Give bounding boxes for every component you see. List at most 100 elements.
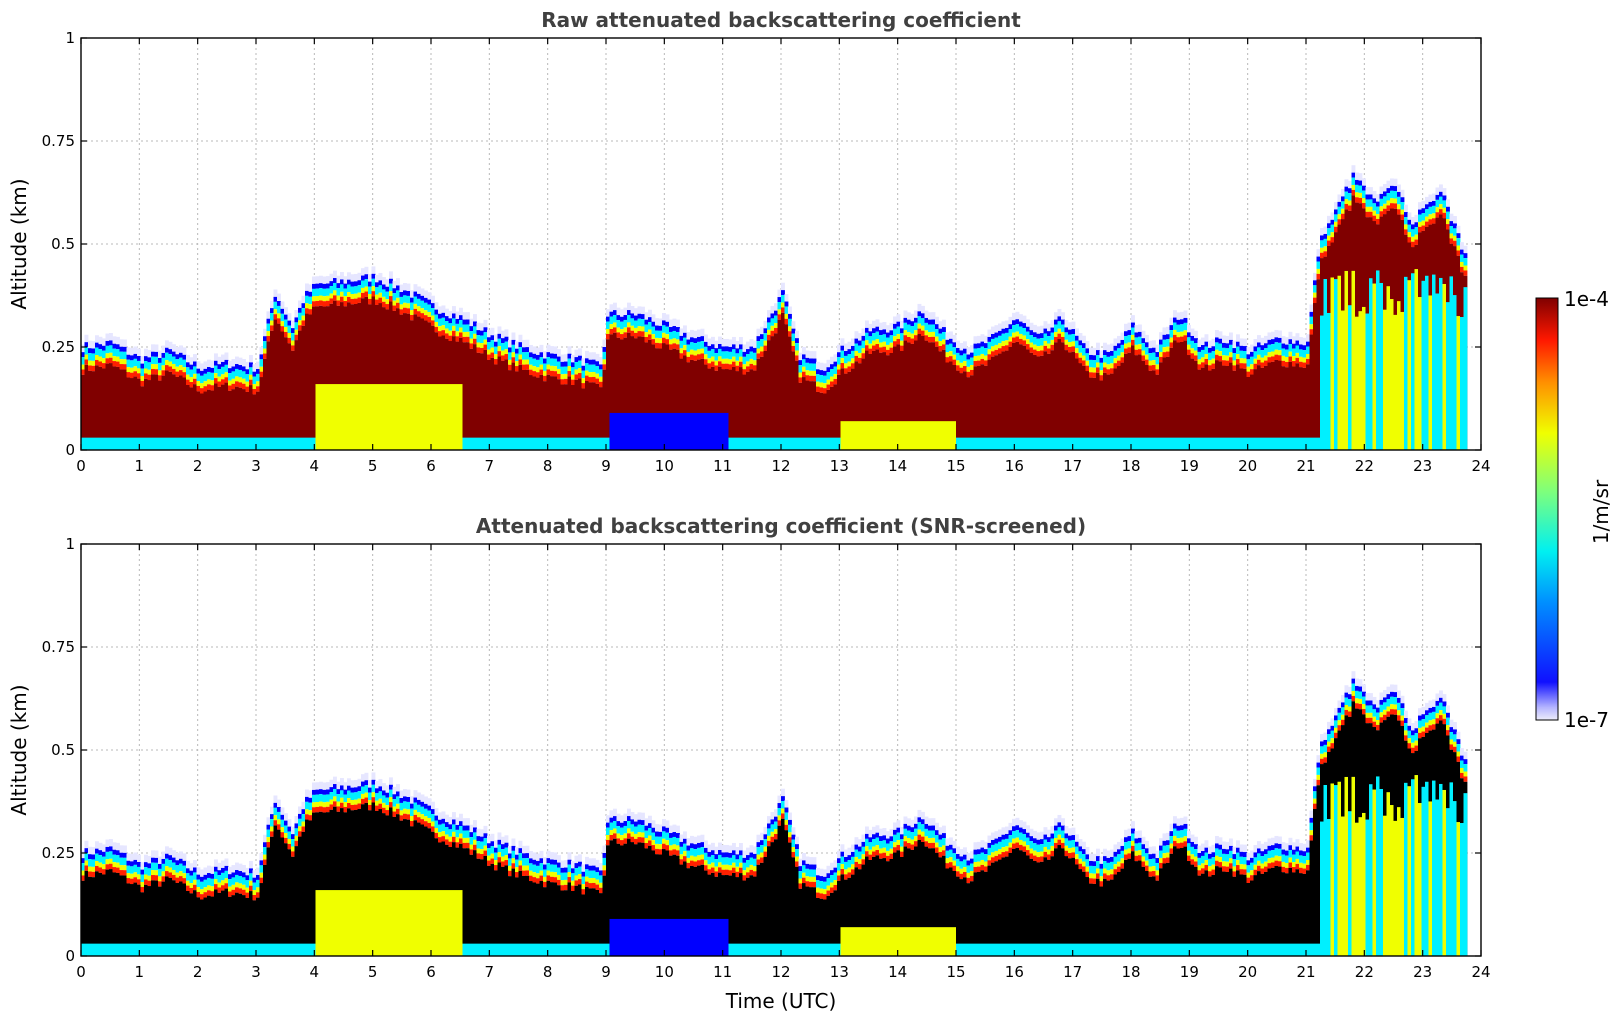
heatmap-cell — [1404, 224, 1408, 230]
heatmap-cell — [1008, 830, 1013, 836]
heatmap-cell — [889, 347, 894, 353]
heatmap-cell — [819, 375, 824, 383]
heatmap-cell — [550, 376, 554, 450]
heatmap-cell — [630, 318, 635, 326]
heatmap-cell — [1351, 270, 1356, 450]
heatmap-cell — [1064, 943, 1069, 956]
heatmap-cell — [1040, 943, 1044, 956]
heatmap-cell — [774, 303, 778, 311]
heatmap-cell — [865, 856, 869, 956]
heatmap-cell — [641, 842, 645, 956]
heatmap-cell — [441, 325, 446, 331]
heatmap-cell — [1068, 437, 1072, 450]
heatmap-cell — [725, 875, 729, 956]
heatmap-cell — [116, 437, 120, 450]
heatmap-cell — [882, 858, 887, 956]
heatmap-cell — [214, 378, 218, 384]
heatmap-cell — [539, 880, 544, 956]
heatmap-cell — [532, 366, 537, 372]
heatmap-cell — [826, 878, 831, 886]
heatmap-cell — [1106, 437, 1111, 450]
heatmap-cell — [301, 308, 306, 316]
heatmap-cell — [1449, 276, 1454, 450]
heatmap-cell — [1355, 184, 1359, 193]
heatmap-cell — [648, 828, 652, 836]
heatmap-cell — [711, 842, 715, 851]
heatmap-cell — [592, 870, 596, 879]
heatmap-cell — [935, 336, 939, 342]
heatmap-cell — [616, 813, 621, 822]
heatmap-cell — [823, 437, 827, 450]
heatmap-cell — [1407, 224, 1412, 233]
heatmap-cell — [539, 357, 544, 365]
heatmap-cell — [784, 819, 789, 825]
heatmap-cell — [130, 884, 134, 956]
heatmap-cell — [1428, 295, 1433, 450]
heatmap-cell — [553, 882, 558, 956]
heatmap-cell — [326, 288, 330, 296]
heatmap-cell — [697, 354, 701, 360]
heatmap-cell — [333, 384, 337, 450]
heatmap-cell — [984, 854, 988, 862]
heatmap-cell — [165, 846, 169, 854]
heatmap-cell — [879, 927, 883, 956]
heatmap-cell — [207, 865, 211, 874]
heatmap-cell — [364, 384, 369, 450]
heatmap-cell — [798, 382, 803, 450]
heatmap-cell — [641, 319, 645, 327]
heatmap-cell — [168, 867, 173, 873]
heatmap-cell — [1376, 194, 1380, 202]
heatmap-cell — [1183, 335, 1188, 341]
heatmap-cell — [994, 332, 999, 338]
heatmap-cell — [564, 373, 568, 379]
heatmap-cell — [683, 332, 687, 338]
heatmap-cell — [186, 873, 190, 881]
heatmap-cell — [774, 839, 778, 956]
heatmap-cell — [637, 306, 642, 314]
heatmap-cell — [1050, 437, 1055, 450]
heatmap-cell — [984, 849, 988, 855]
heatmap-cell — [354, 804, 358, 811]
heatmap-cell — [1348, 188, 1352, 194]
heatmap-cell — [221, 890, 225, 956]
heatmap-cell — [105, 864, 110, 870]
heatmap-cell — [837, 369, 841, 375]
heatmap-cell — [1397, 196, 1401, 205]
heatmap-cell — [998, 353, 1002, 450]
heatmap-cell — [655, 348, 659, 450]
heatmap-cell — [1204, 354, 1209, 359]
heatmap-cell — [620, 840, 624, 846]
heatmap-cell — [721, 857, 726, 865]
heatmap-cell — [1162, 347, 1167, 353]
heatmap-cell — [564, 879, 568, 885]
heatmap-cell — [648, 840, 652, 846]
heatmap-cell — [679, 854, 684, 860]
heatmap-cell — [742, 356, 747, 365]
heatmap-cell — [868, 837, 873, 843]
heatmap-cell — [263, 353, 267, 359]
heatmap-cell — [158, 856, 162, 864]
heatmap-cell — [784, 943, 789, 956]
heatmap-cell — [214, 859, 218, 867]
heatmap-cell — [1124, 336, 1128, 344]
heatmap-cell — [235, 874, 239, 883]
heatmap-cell — [448, 330, 453, 336]
heatmap-cell — [249, 367, 253, 375]
heatmap-cell — [147, 943, 152, 956]
heatmap-cell — [189, 870, 194, 876]
heatmap-cell — [1145, 354, 1149, 360]
heatmap-cell — [1197, 369, 1202, 450]
heatmap-cell — [406, 308, 411, 314]
heatmap-cell — [151, 943, 155, 956]
heatmap-cell — [406, 313, 411, 450]
heatmap-cell — [704, 341, 708, 347]
heatmap-cell — [399, 296, 404, 305]
heatmap-cell — [616, 826, 621, 834]
heatmap-cell — [840, 851, 845, 857]
heatmap-cell — [1372, 215, 1377, 222]
heatmap-cell — [1169, 342, 1174, 348]
heatmap-cell — [683, 355, 687, 450]
heatmap-cell — [298, 943, 302, 956]
heatmap-cell — [851, 851, 855, 857]
heatmap-cell — [1005, 327, 1009, 333]
